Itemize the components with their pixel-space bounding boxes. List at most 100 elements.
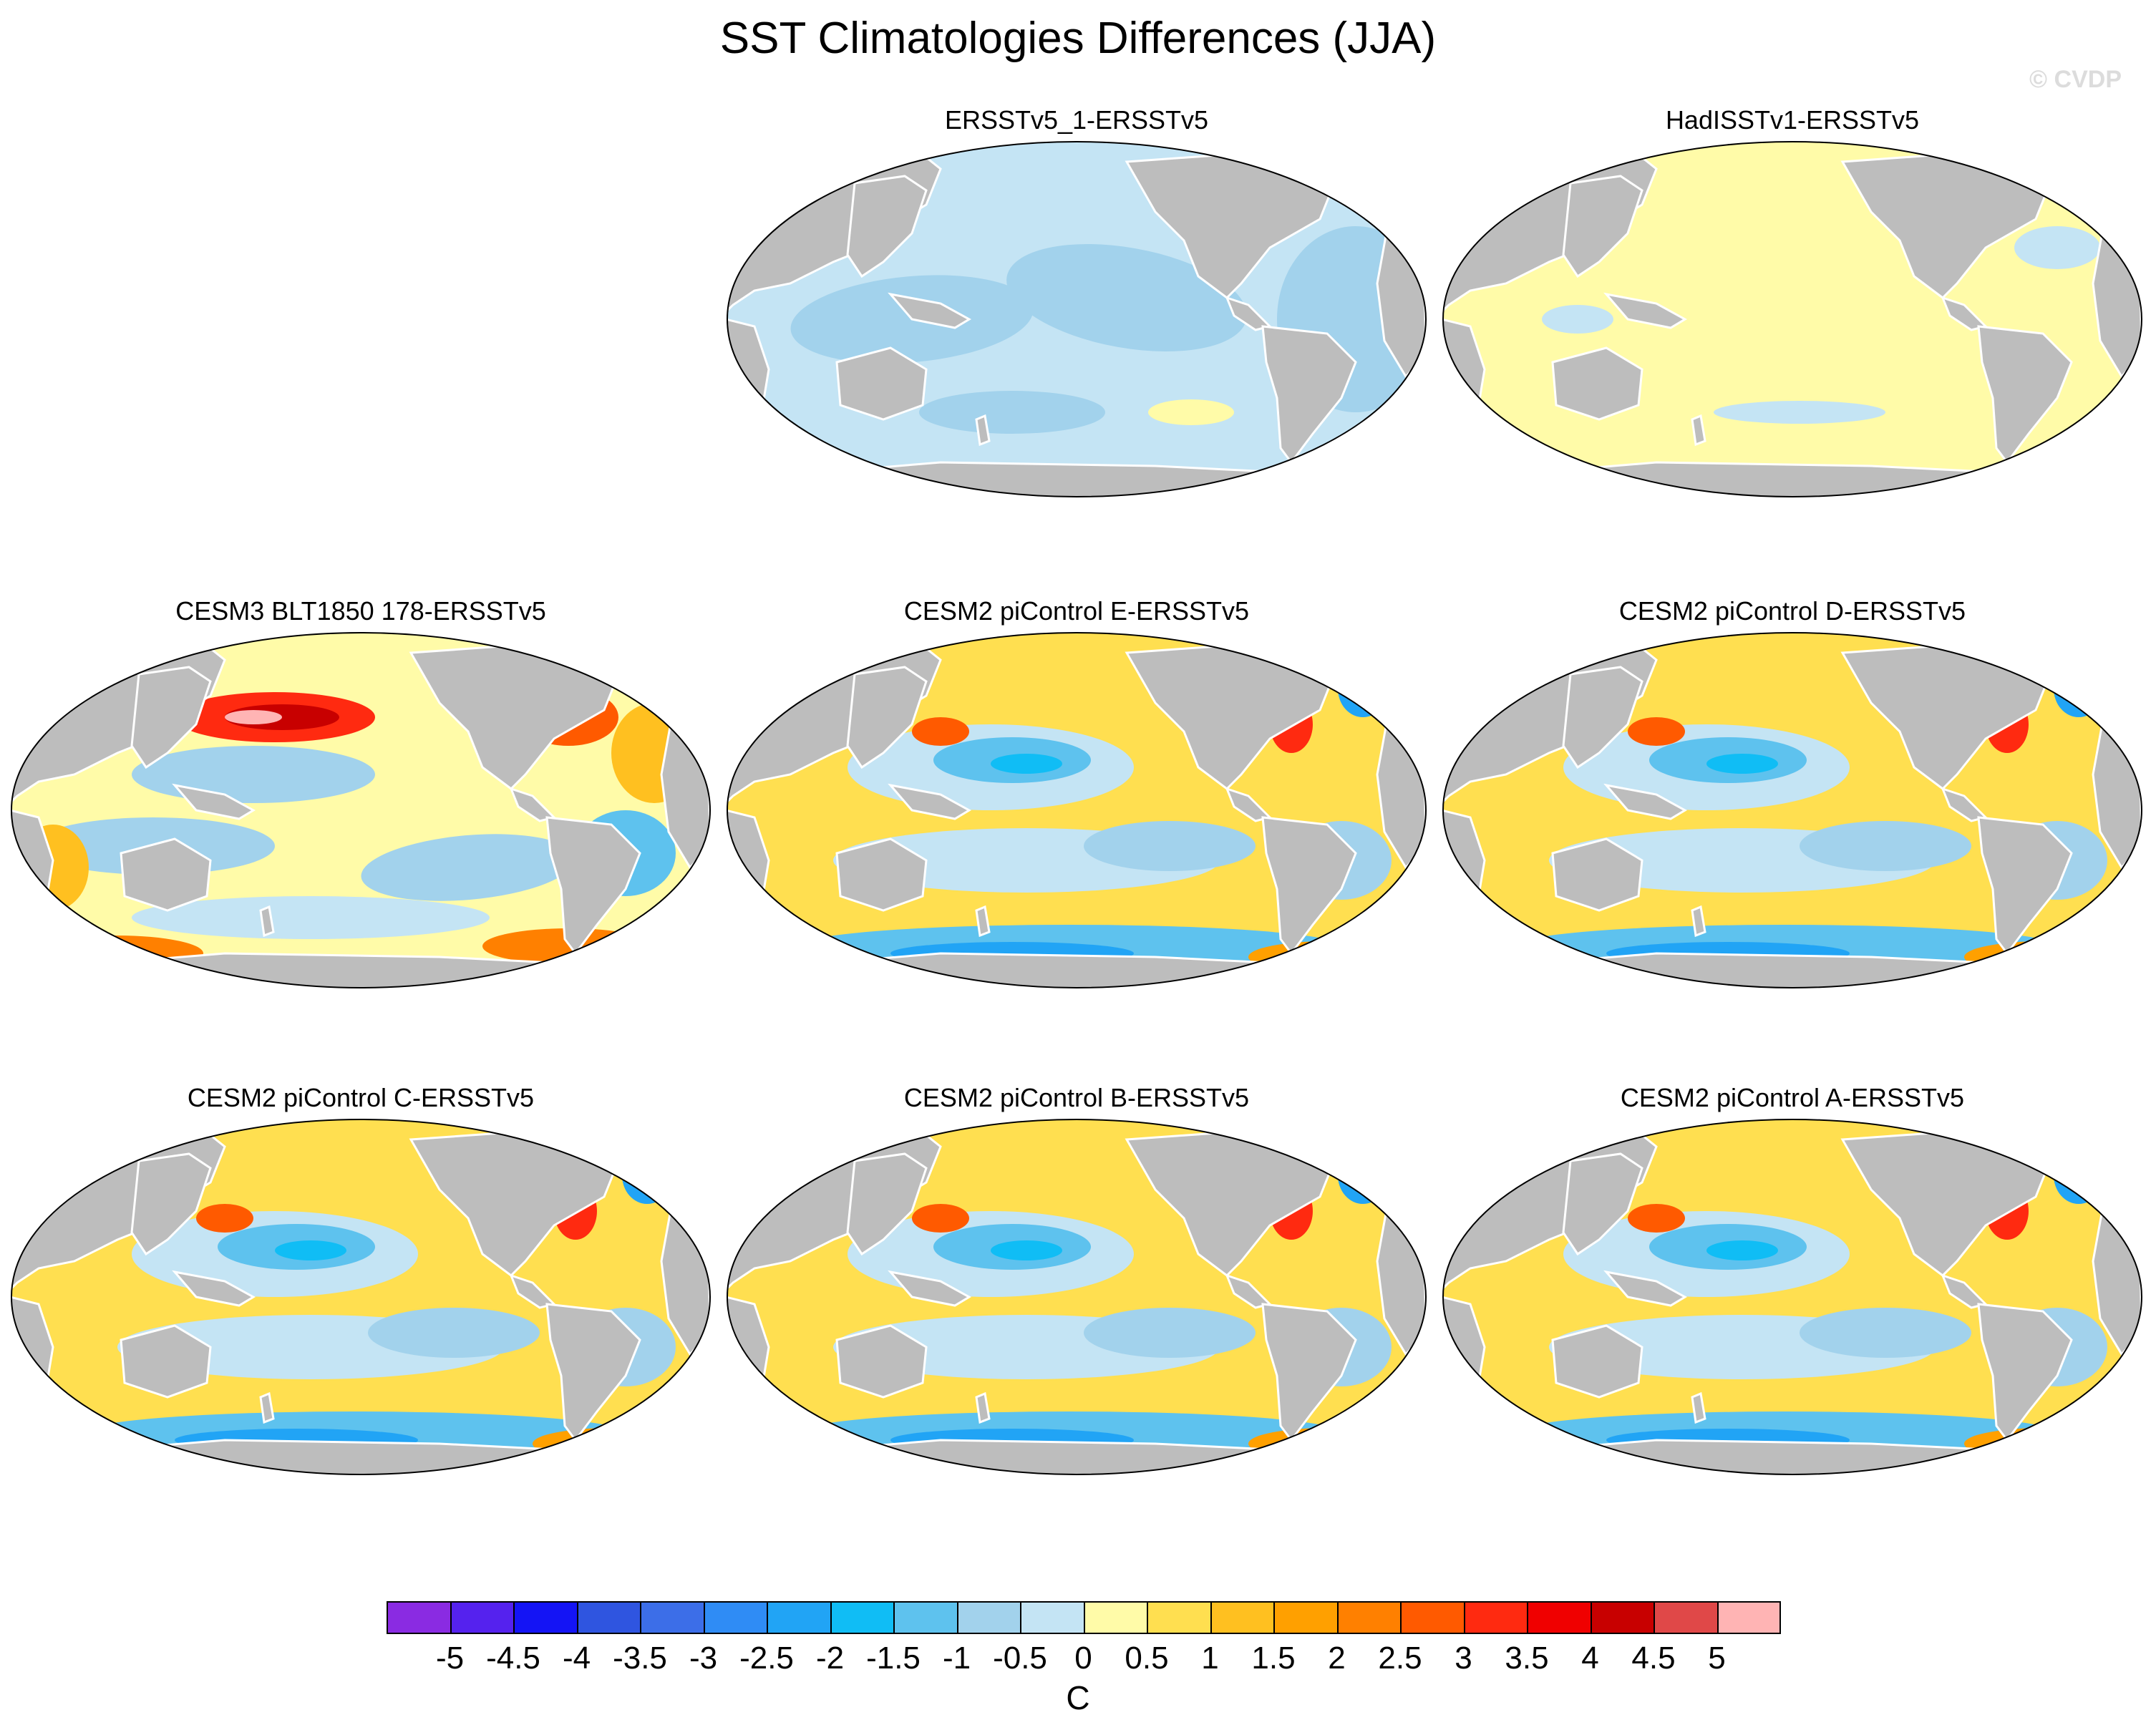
new-zealand-land [975, 1391, 991, 1424]
south-america-land [1261, 816, 1357, 956]
figure-title: SST Climatologies Differences (JJA) [719, 14, 1437, 63]
map-panel-cesm2-e: CESM2 piControl E-ERSSTv5 [726, 596, 1427, 1054]
colorbar-box [1590, 1601, 1654, 1634]
antarctica-land [1483, 461, 2102, 497]
anomaly-blob [46, 1437, 146, 1472]
new-zealand-land [259, 1391, 275, 1424]
anomaly-blob [1706, 754, 1778, 774]
anomaly-blob [1084, 821, 1256, 871]
colorbar-tick-label: 2.5 [1378, 1641, 1422, 1676]
anomaly-blob [31, 936, 203, 971]
asia-east-land [130, 1152, 212, 1256]
colorbar-box [703, 1601, 767, 1634]
anomaly-blob [1706, 1240, 1778, 1260]
colorbar-box [640, 1601, 704, 1634]
globe-outline [11, 632, 711, 988]
maritime-islands-land [888, 292, 972, 329]
australia-land [120, 837, 212, 912]
asia-east-land [130, 666, 212, 769]
anomaly-blob [1800, 1308, 1971, 1358]
asia-east-land [1562, 666, 1643, 769]
anomaly-blob [1148, 399, 1234, 425]
anomaly-blob [919, 391, 1105, 434]
panel-title: ERSSTv5_1-ERSSTv5 [944, 105, 1209, 135]
colorbar-tick-label: -4.5 [486, 1641, 540, 1676]
anomaly-blob [991, 754, 1062, 774]
south-america-land [1977, 816, 2073, 956]
map [727, 141, 1427, 497]
south-america-land [1261, 1303, 1357, 1442]
maritime-islands-land [172, 783, 256, 820]
new-zealand-land [1691, 1391, 1706, 1424]
colorbar-box [1654, 1601, 1718, 1634]
map-panel-cesm2-d: CESM2 piControl D-ERSSTv5 [1442, 596, 2143, 1054]
panel-title: CESM3 BLT1850 178-ERSSTv5 [175, 596, 546, 626]
anomaly-blob [1628, 717, 1685, 746]
anomaly-blob [1006, 244, 1247, 351]
anomaly-blob [2014, 226, 2100, 269]
sst-field [727, 1119, 1426, 1474]
new-zealand-land [975, 414, 991, 447]
south-america-land [545, 1303, 641, 1442]
greenland-land [2026, 637, 2087, 676]
south-america-land [1977, 1303, 2073, 1442]
map [1442, 1119, 2142, 1475]
colorbar-box [576, 1601, 641, 1634]
colorbar-tick-label: 5 [1708, 1641, 1726, 1676]
colorbar-box [1716, 1601, 1781, 1634]
greenland-land [595, 1124, 656, 1162]
colorbar-box [767, 1601, 831, 1634]
sst-field [11, 633, 710, 988]
colorbar-tick-label: 3.5 [1505, 1641, 1549, 1676]
south-america-land [1261, 325, 1357, 465]
greenland-land [2026, 1124, 2087, 1162]
asia-east-land [846, 175, 928, 278]
colorbar-box [387, 1601, 451, 1634]
panel-title: CESM2 piControl D-ERSSTv5 [1618, 596, 1966, 626]
colorbar-tick-label: -2 [815, 1641, 845, 1676]
anomaly-blob [361, 834, 576, 901]
colorbar-box [513, 1601, 578, 1634]
australia-land [835, 837, 928, 912]
colorbar-box [956, 1601, 1021, 1634]
anomaly-blob [275, 1240, 346, 1260]
colorbar-tick-label: -4 [562, 1641, 591, 1676]
maritime-islands-land [888, 783, 972, 820]
colorbar-tick-label: -2.5 [739, 1641, 794, 1676]
globe-outline [727, 141, 1427, 497]
map-panel-cesm2-c: CESM2 piControl C-ERSSTv5 [10, 1082, 712, 1540]
colorbar-tick-label: 4 [1581, 1641, 1599, 1676]
globe-outline [1442, 141, 2142, 497]
colorbar-tick-label: 4.5 [1631, 1641, 1676, 1676]
colorbar-tick-label: 1 [1201, 1641, 1219, 1676]
greenland-land [1311, 1124, 1371, 1162]
anomaly-blob [912, 1204, 969, 1233]
colorbar-box [1083, 1601, 1147, 1634]
anomaly-blob [1714, 401, 1885, 424]
greenland-land [2026, 146, 2087, 185]
sst-field [11, 1119, 710, 1474]
antarctica-land [767, 952, 1387, 988]
australia-land [1551, 1324, 1643, 1399]
sst-field [1443, 633, 2142, 988]
colorbar-tick-label: -1 [942, 1641, 971, 1676]
colorbar-box [450, 1601, 514, 1634]
anomaly-blob [1084, 1308, 1256, 1358]
maritime-islands-land [888, 1270, 972, 1307]
map-panel-cesm2-a: CESM2 piControl A-ERSSTv5 [1442, 1082, 2143, 1540]
australia-land [835, 346, 928, 421]
sst-field [1443, 1119, 2142, 1474]
colorbar-tick-label: 3 [1455, 1641, 1472, 1676]
map [727, 632, 1427, 988]
globe-outline [1442, 1119, 2142, 1475]
asia-east-land [1562, 1152, 1643, 1256]
map-panel-ersstv5-1: ERSSTv5_1-ERSSTv5 [726, 105, 1427, 563]
globe-outline [727, 1119, 1427, 1475]
map [1442, 141, 2142, 497]
map-panel-hadisstv1: HadISSTv1-ERSSTv5 [1442, 105, 2143, 563]
australia-land [835, 1324, 928, 1399]
colorbar-tick-label: -3 [689, 1641, 718, 1676]
colorbar-box [1020, 1601, 1084, 1634]
sst-field [1443, 142, 2142, 497]
anomaly-blob [196, 1204, 253, 1233]
